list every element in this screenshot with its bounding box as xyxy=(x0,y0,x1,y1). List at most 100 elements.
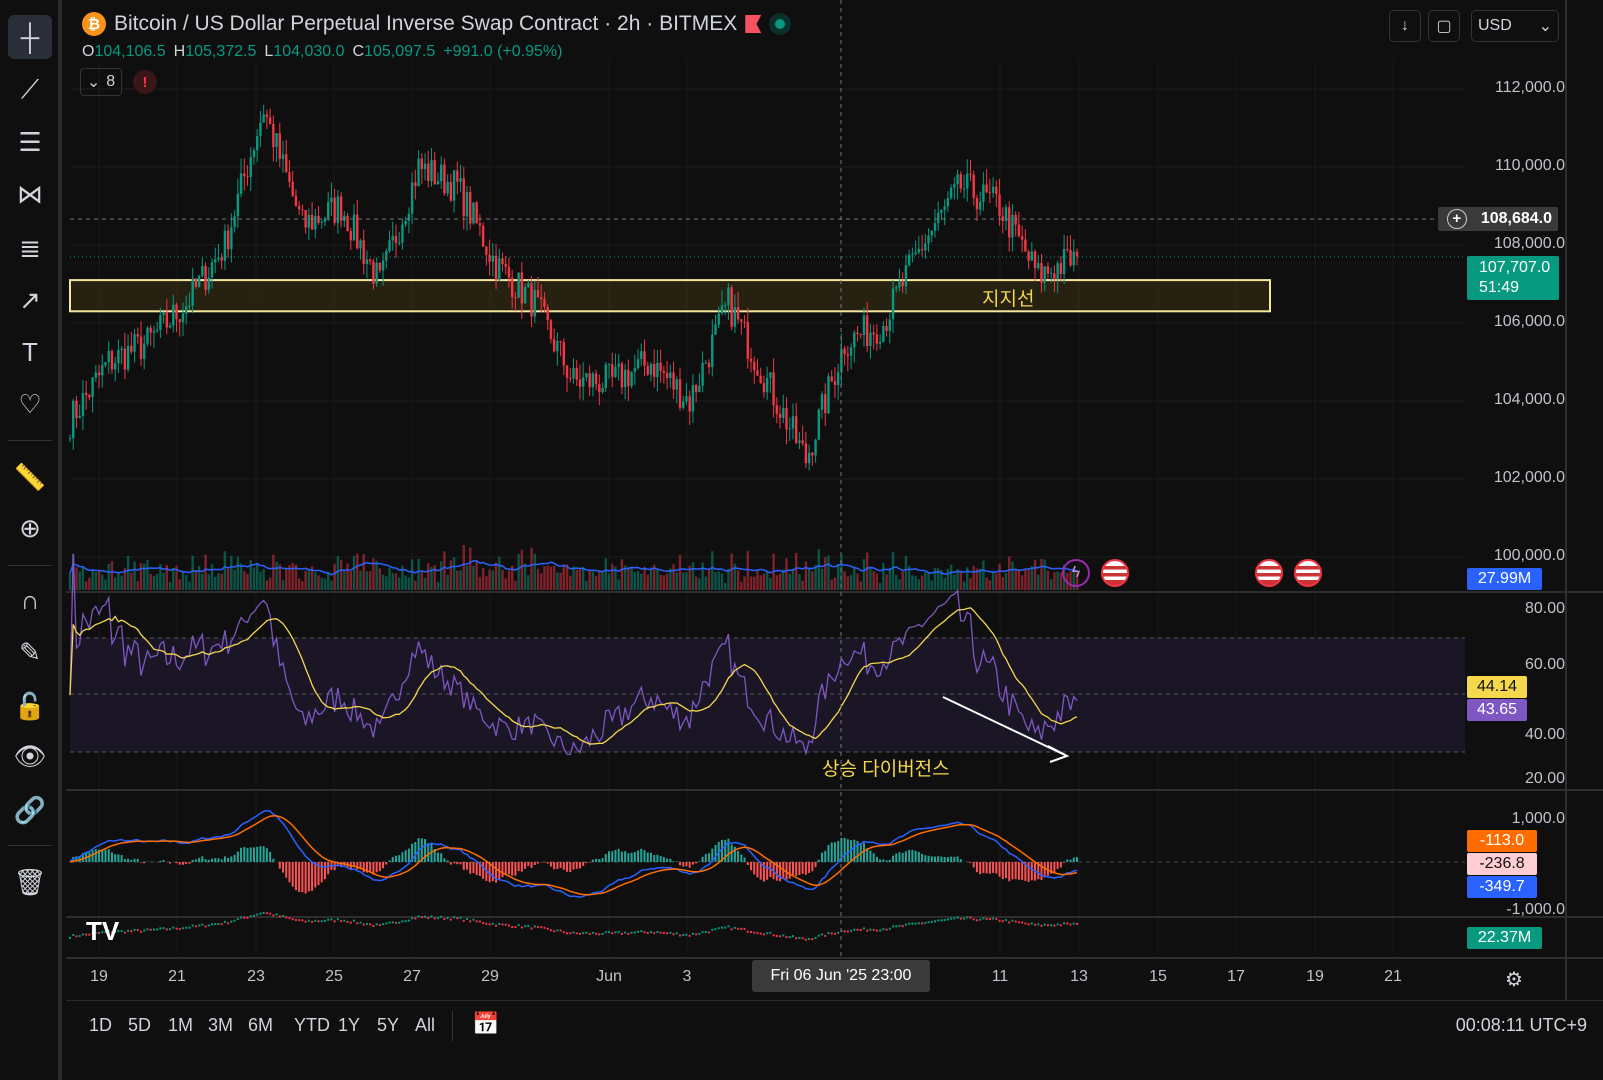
mini-pane-mark xyxy=(992,917,995,920)
forecast-icon[interactable]: ≣ xyxy=(19,232,41,263)
macd-histogram-bar xyxy=(114,854,117,862)
macd-histogram-bar xyxy=(969,862,972,863)
macd-histogram-bar xyxy=(1004,862,1007,879)
macd-histogram-bar xyxy=(627,853,630,862)
volume-bar xyxy=(385,576,388,590)
candle xyxy=(159,315,162,331)
range-button-1y[interactable]: 1Y xyxy=(338,1015,361,1035)
lock-drawing-icon[interactable]: ✎ xyxy=(19,636,41,667)
candle xyxy=(682,401,685,408)
flag-icon[interactable] xyxy=(745,15,762,33)
range-button-6m[interactable]: 6M xyxy=(248,1015,274,1035)
volume-bar xyxy=(736,570,740,590)
volume-bar xyxy=(933,567,937,590)
macd-histogram-bar xyxy=(104,849,107,862)
volume-bar xyxy=(733,563,737,590)
alert-icon[interactable]: ! xyxy=(133,70,157,94)
macd-histogram-bar xyxy=(730,844,733,862)
mini-pane-mark xyxy=(436,917,439,920)
mini-pane-mark xyxy=(853,928,856,931)
us-event-icon[interactable] xyxy=(1101,559,1129,587)
pattern-icon[interactable]: ⋈ xyxy=(17,178,43,209)
range-button-1d[interactable]: 1D xyxy=(89,1015,113,1035)
settings-gear-icon[interactable]: ⚙ xyxy=(1505,969,1523,991)
mini-pane-mark xyxy=(1004,919,1007,922)
mini-pane-mark xyxy=(433,917,436,920)
volume-bar xyxy=(943,577,946,590)
macd-tick: -1,000.0 xyxy=(1506,901,1565,918)
macd-histogram-bar xyxy=(633,851,636,862)
text-icon[interactable]: T xyxy=(22,336,38,367)
candle xyxy=(404,220,407,225)
unlock-icon[interactable]: 🔓 xyxy=(13,690,47,721)
mini-pane-mark xyxy=(817,934,820,937)
us-event-icon[interactable] xyxy=(1294,559,1322,587)
macd-histogram-bar xyxy=(181,862,184,865)
histogram-label: -236.8 xyxy=(1467,853,1537,875)
volume-bar xyxy=(75,567,78,590)
range-button-all[interactable]: All xyxy=(415,1015,436,1035)
mini-pane-mark xyxy=(152,928,155,931)
brush-icon[interactable]: ↗ xyxy=(19,284,41,315)
mini-pane-mark xyxy=(388,921,391,924)
indicators-toggle[interactable]: ⌄ 8 xyxy=(80,68,122,96)
macd-histogram-bar xyxy=(388,860,391,862)
mini-pane-mark xyxy=(875,929,878,932)
candle xyxy=(753,361,756,371)
clock[interactable]: 00:08:11 UTC+9 xyxy=(1455,1015,1587,1035)
link-icon[interactable]: 🔗 xyxy=(13,794,47,825)
range-button-5d[interactable]: 5D xyxy=(128,1015,152,1035)
magnet-icon[interactable]: ∩ xyxy=(20,584,40,615)
candle xyxy=(824,394,827,414)
mini-pane-mark xyxy=(791,935,794,938)
candle xyxy=(301,209,304,211)
tradingview-logo[interactable]: TV xyxy=(86,916,120,946)
mini-pane-mark xyxy=(850,929,853,932)
divergence-label[interactable]: 상승 다이버전스 xyxy=(822,759,950,780)
mini-pane-mark xyxy=(798,937,801,940)
calendar-goto-icon[interactable]: 📅 xyxy=(472,1011,500,1036)
currency-select[interactable]: USD ⌄ xyxy=(1471,10,1559,42)
add-alert-icon[interactable]: + xyxy=(1446,209,1467,229)
mini-pane-mark xyxy=(724,926,727,929)
volume-bar xyxy=(801,580,804,590)
ruler-icon[interactable]: 📏 xyxy=(13,461,47,492)
zoom-in-icon[interactable]: ⊕ xyxy=(19,512,41,543)
range-button-5y[interactable]: 5Y xyxy=(377,1015,400,1035)
symbol-title[interactable]: Bitcoin / US Dollar Perpetual Inverse Sw… xyxy=(114,12,738,35)
macd-histogram-bar xyxy=(614,849,617,862)
fullscreen-icon[interactable]: ▢ xyxy=(1428,10,1460,42)
candle xyxy=(795,416,798,443)
crosshair-icon[interactable]: ┼ xyxy=(8,15,52,59)
macd-histogram-bar xyxy=(301,862,304,893)
us-event-icon[interactable] xyxy=(1255,559,1283,587)
candle xyxy=(1040,263,1043,283)
heart-icon[interactable]: ♡ xyxy=(18,388,42,419)
chart-canvas[interactable] xyxy=(0,0,1603,1000)
trendline-icon[interactable]: ⟋ xyxy=(20,74,40,104)
eye-icon[interactable]: 👁 xyxy=(13,740,47,771)
range-button-1m[interactable]: 1M xyxy=(168,1015,194,1035)
trash-icon[interactable]: 🗑 xyxy=(13,866,47,897)
fib-retracement-icon[interactable]: ☰ xyxy=(18,126,42,157)
candle xyxy=(349,231,352,241)
macd-histogram-bar xyxy=(424,839,427,862)
support-label[interactable]: 지지선 xyxy=(982,289,1035,310)
mini-pane-mark xyxy=(895,925,898,928)
macd-histogram-bar xyxy=(930,856,933,862)
macd-histogram-bar xyxy=(1001,862,1004,880)
download-icon[interactable]: ↓ xyxy=(1389,10,1421,42)
macd-histogram-bar xyxy=(282,862,285,873)
mini-pane-mark xyxy=(482,922,485,925)
lightning-event-icon[interactable]: ϟ xyxy=(1062,559,1090,587)
candle xyxy=(210,262,214,278)
candle xyxy=(275,133,278,148)
range-button-ytd[interactable]: YTD xyxy=(294,1015,330,1035)
candle xyxy=(88,394,91,398)
macd-histogram-bar xyxy=(791,862,794,876)
volume-bar xyxy=(556,572,559,590)
candle xyxy=(297,205,301,210)
range-button-3m[interactable]: 3M xyxy=(208,1015,234,1035)
volume-bar xyxy=(317,575,320,590)
market-status-icon xyxy=(769,13,792,35)
